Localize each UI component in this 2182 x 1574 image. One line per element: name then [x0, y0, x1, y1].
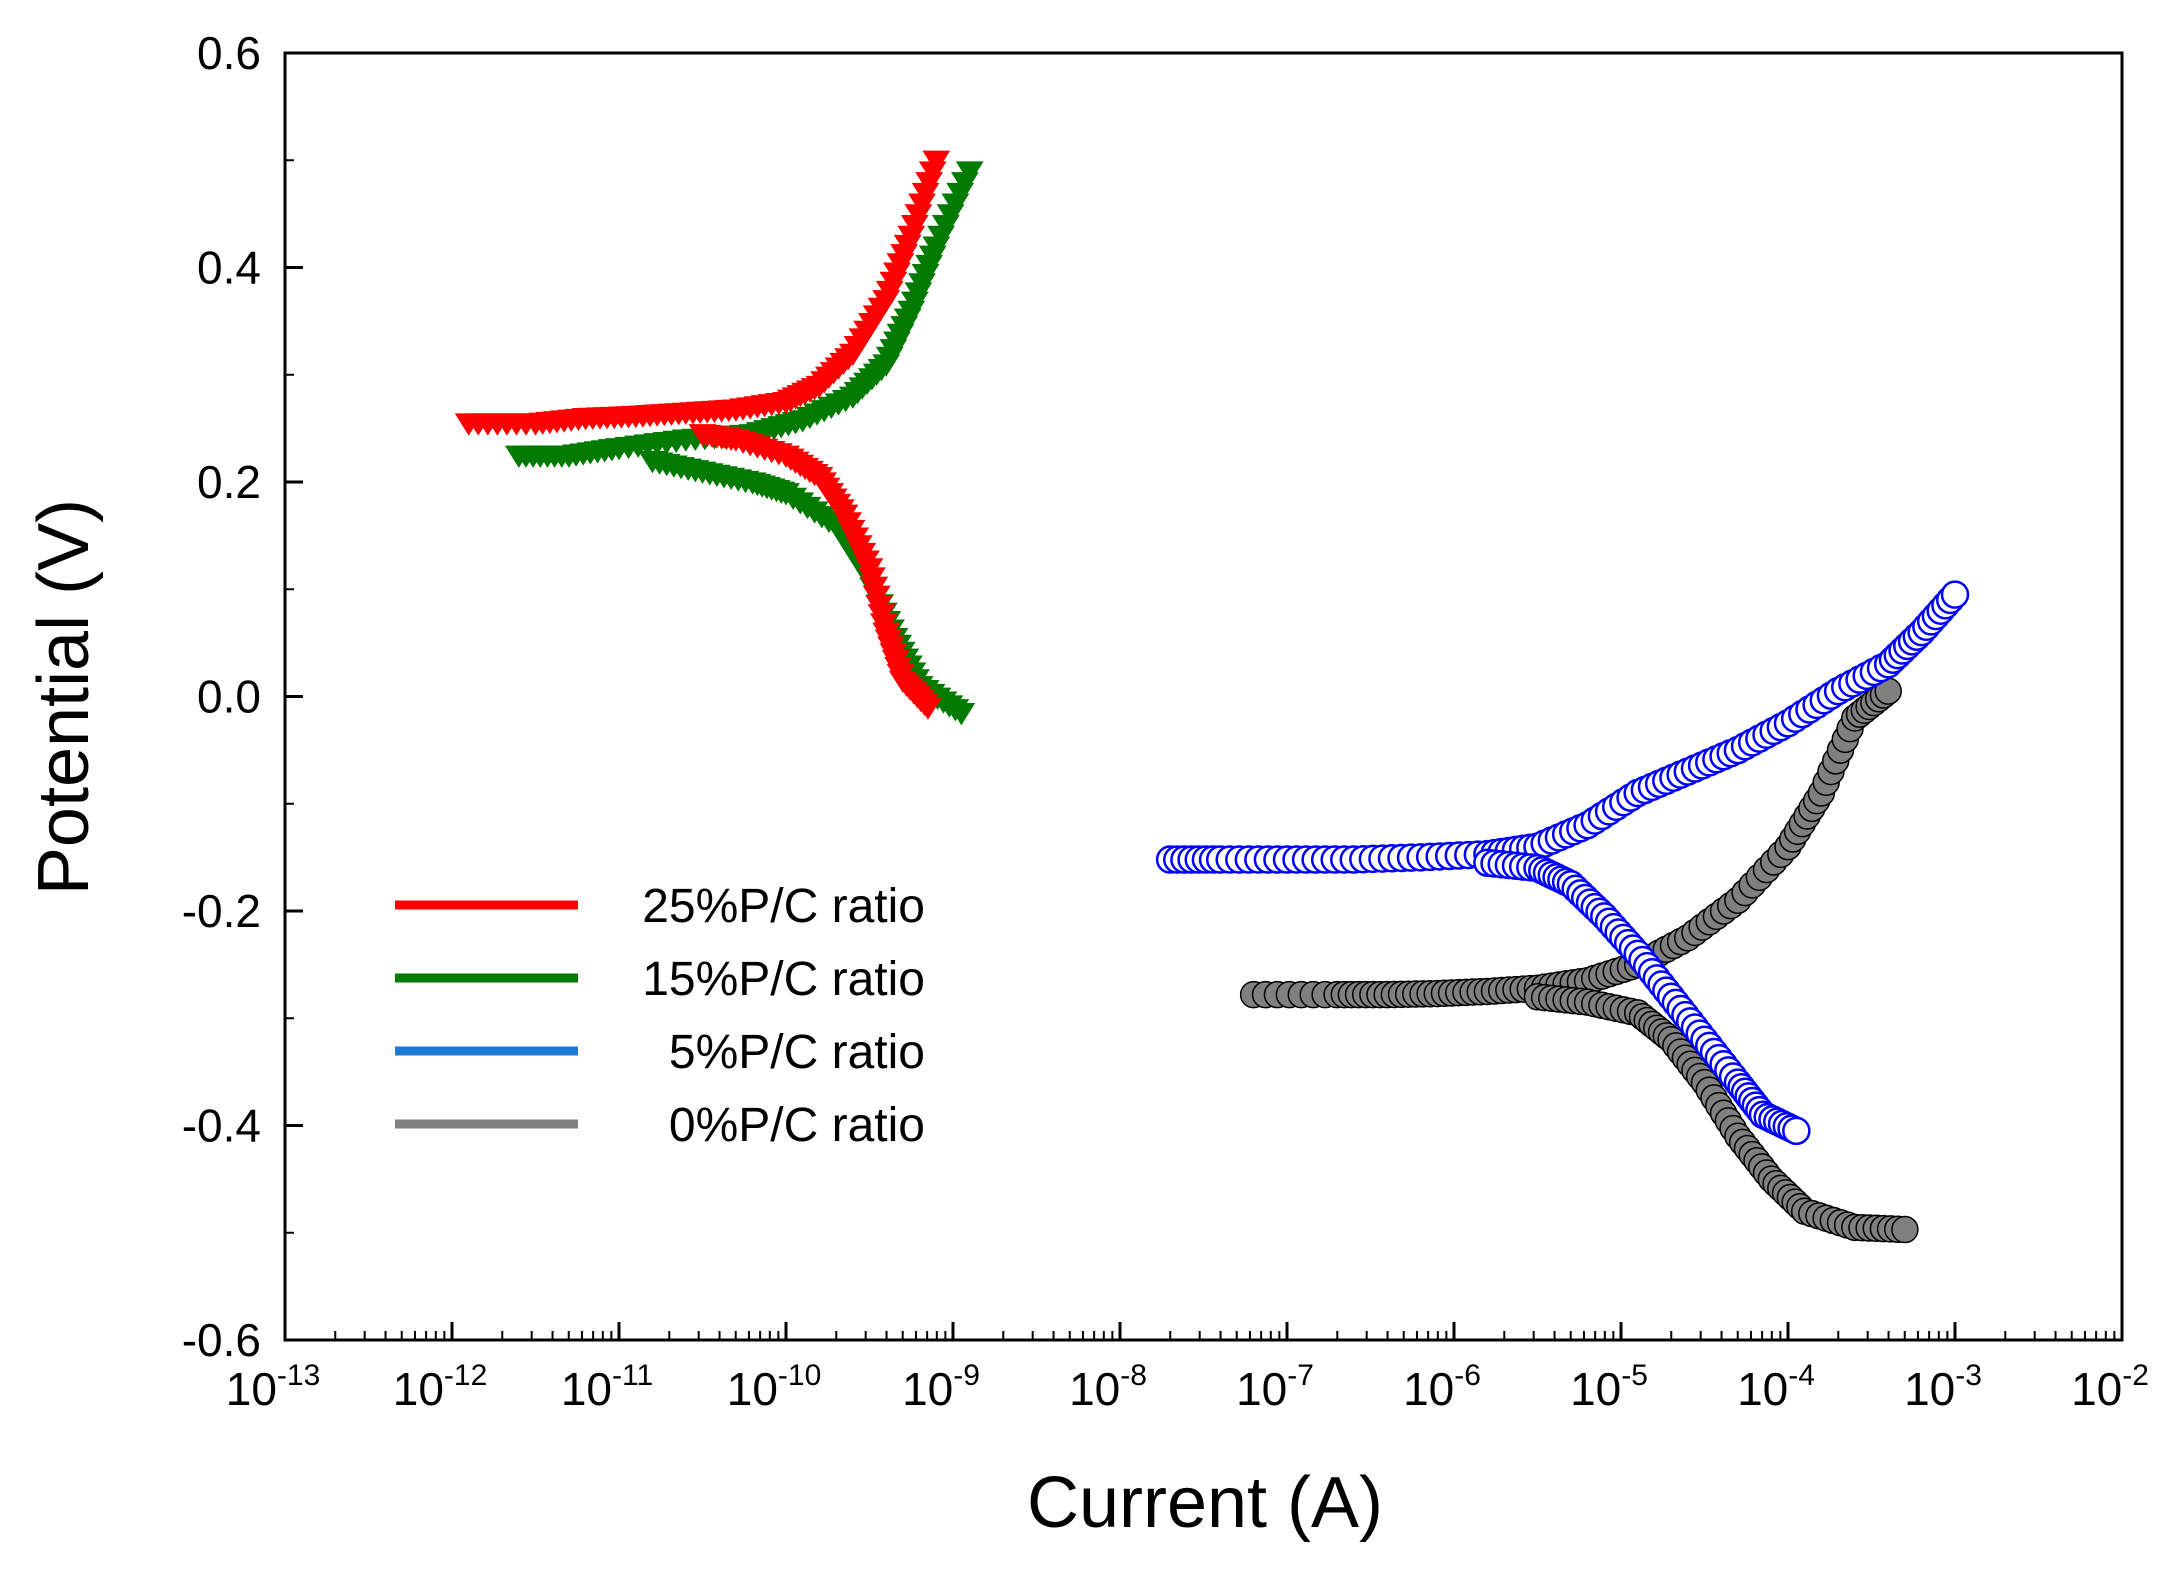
- x-tick-label: 10-10: [727, 1359, 822, 1415]
- x-tick-label: 10-8: [1069, 1359, 1147, 1415]
- series-group: [1239, 677, 1919, 1244]
- series-group: [454, 150, 951, 720]
- legend: 25%P/C ratio 15%P/C ratio 5%P/C ratio 0%P/C…: [395, 880, 925, 1152]
- x-tick-label: 10-12: [393, 1359, 488, 1415]
- x-tick-label: 10-4: [1737, 1359, 1815, 1415]
- x-tick-label: 10-5: [1570, 1359, 1648, 1415]
- triangle-marker: [914, 697, 942, 720]
- legend-label: 15%P/C ratio: [642, 953, 925, 1006]
- y-tick-label: 0.4: [197, 242, 261, 294]
- y-tick-label: 0.2: [197, 456, 261, 508]
- y-tick-label: -0.2: [182, 885, 261, 937]
- series-group: [1155, 580, 1970, 1146]
- x-tick-label: 10-2: [2071, 1359, 2149, 1415]
- open-circle-marker: [1940, 580, 1970, 609]
- y-tick-label: -0.6: [182, 1314, 261, 1366]
- x-tick-label: 10-13: [226, 1359, 321, 1415]
- legend-label: 0%P/C ratio: [669, 1099, 925, 1152]
- y-axis-ticks: 0.6 0.4 0.2 0.0 -0.2 -0.4 -0.6: [182, 27, 303, 1366]
- triangle-marker: [922, 150, 951, 173]
- triangle-marker: [947, 702, 976, 726]
- legend-label: 5%P/C ratio: [669, 1026, 925, 1079]
- y-tick-label: 0.0: [197, 671, 261, 723]
- y-axis-title: Potential (V): [24, 499, 104, 895]
- series-layer: [454, 150, 1970, 1244]
- x-tick-label: 10-11: [561, 1359, 653, 1415]
- x-axis-ticks: 10-13 10-12 10-11 10-10 10-9 10-8 10-7 10-6 10-5…: [226, 1322, 2149, 1415]
- x-tick-label: 10-7: [1236, 1359, 1314, 1415]
- triangle-marker: [955, 161, 984, 184]
- open-circle-marker: [1782, 1116, 1811, 1146]
- legend-label: 25%P/C ratio: [642, 880, 925, 933]
- y-tick-label: -0.4: [182, 1100, 261, 1152]
- x-tick-label: 10-6: [1403, 1359, 1481, 1415]
- y-tick-label: 0.6: [197, 27, 261, 79]
- x-axis-title: Current (A): [1027, 1463, 1383, 1543]
- filled-circle-marker: [1891, 1215, 1919, 1244]
- x-tick-label: 10-3: [1904, 1359, 1982, 1415]
- x-tick-label: 10-9: [902, 1359, 980, 1415]
